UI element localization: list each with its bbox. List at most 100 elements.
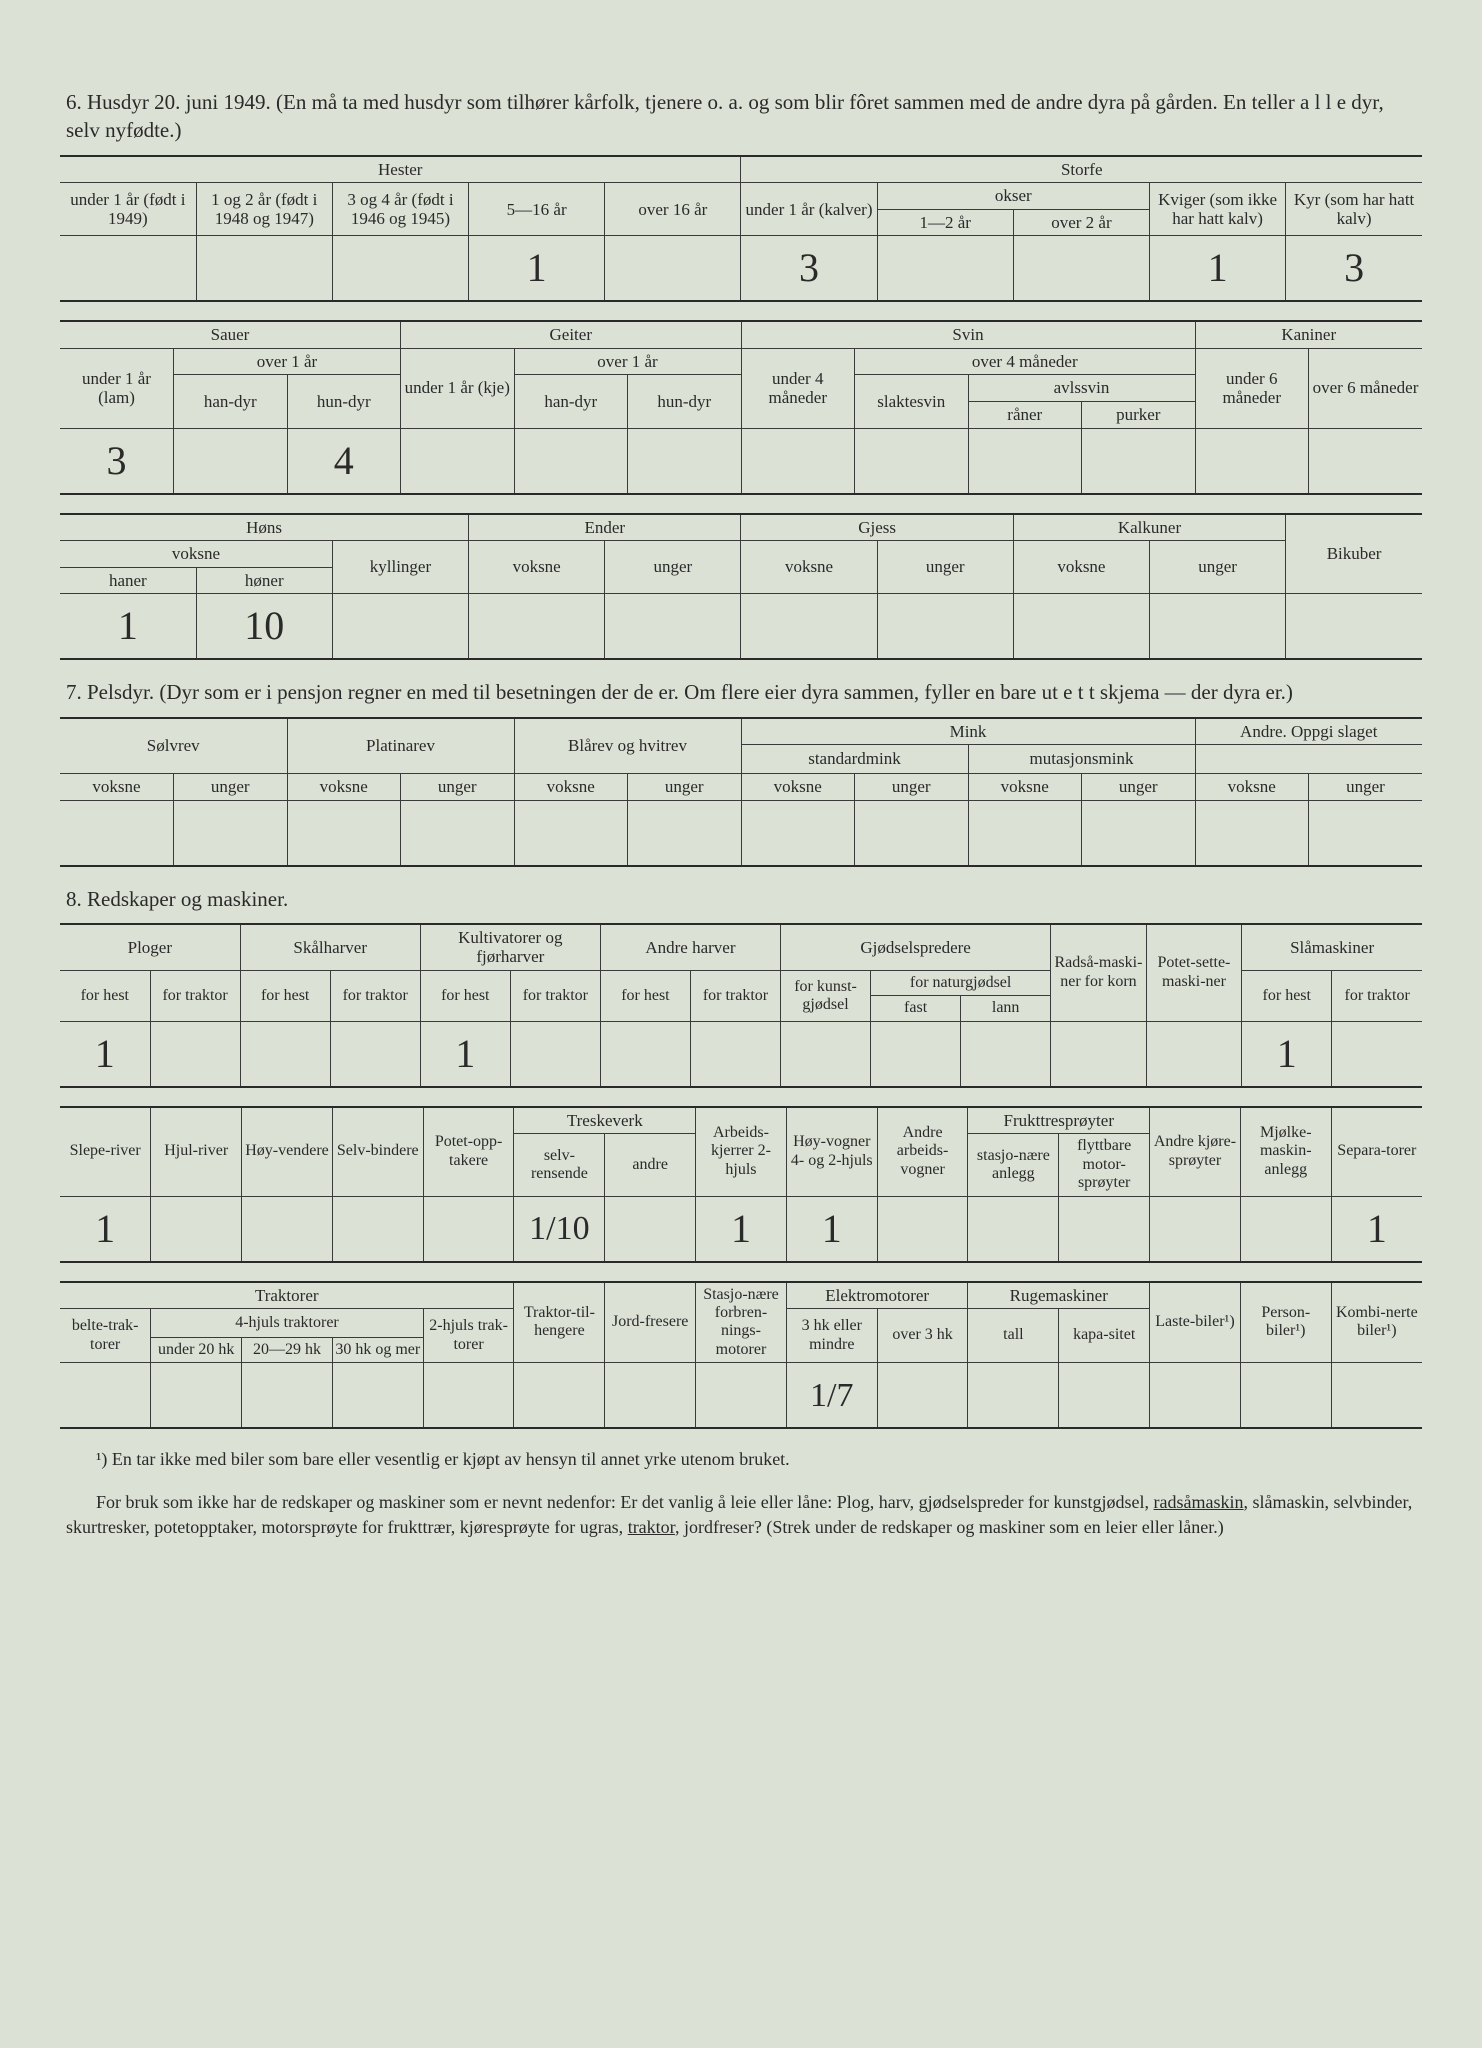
cell[interactable] [781,1021,871,1087]
cell[interactable] [628,800,742,866]
cell[interactable]: 1 [1150,236,1286,302]
cell[interactable] [855,800,969,866]
section-6-title: Husdyr 20. juni 1949. (En må ta med husd… [66,90,1384,142]
cell[interactable] [741,800,855,866]
c: for traktor [510,971,600,1022]
cell[interactable] [1240,1363,1331,1429]
cell[interactable] [240,1021,330,1087]
cell[interactable] [1059,1363,1150,1429]
h: tall [968,1309,1059,1363]
cell[interactable] [1150,1363,1241,1429]
cell[interactable] [690,1021,780,1087]
cell[interactable]: 3 [1286,236,1422,302]
cell[interactable]: 1/10 [514,1196,605,1262]
cell[interactable] [330,1021,420,1087]
cell[interactable] [628,428,742,494]
cell[interactable] [401,428,515,494]
cell[interactable] [332,1196,423,1262]
cell[interactable] [605,1196,696,1262]
cell[interactable]: 1 [420,1021,510,1087]
cell[interactable] [871,1021,961,1087]
cell[interactable] [514,428,628,494]
cell[interactable] [60,800,174,866]
cell[interactable]: 1 [60,594,196,660]
cell[interactable] [1195,428,1309,494]
cell[interactable]: 1 [1331,1196,1422,1262]
cell[interactable]: 1 [60,1021,150,1087]
cell[interactable] [1286,594,1422,660]
hdr-geiter: Geiter [401,321,742,348]
hdr-blarev: Blårev og hvitrev [514,718,741,774]
col-unger: unger [628,774,742,801]
cell[interactable] [1013,594,1149,660]
cell[interactable]: 4 [287,428,401,494]
cell[interactable] [151,1363,242,1429]
cell[interactable] [287,800,401,866]
cell[interactable] [877,1196,968,1262]
cell[interactable] [469,594,605,660]
cell[interactable] [423,1196,514,1262]
cell[interactable] [961,1021,1051,1087]
cell[interactable] [1013,236,1149,302]
cell[interactable]: 1 [1242,1021,1332,1087]
cell[interactable] [1146,1021,1242,1087]
cell[interactable] [1051,1021,1147,1087]
cell[interactable] [514,800,628,866]
cell[interactable] [741,428,855,494]
cell[interactable] [60,236,196,302]
section-6-heading: 6. Husdyr 20. juni 1949. (En må ta med h… [60,88,1422,145]
h: Potet-opp-takere [423,1107,514,1196]
cell[interactable] [968,1196,1059,1262]
cell[interactable]: 1 [60,1196,151,1262]
cell[interactable] [968,800,1082,866]
cell[interactable] [150,1021,240,1087]
cell[interactable] [877,1363,968,1429]
cell[interactable] [605,1363,696,1429]
cell[interactable] [151,1196,242,1262]
hdr-andre-blank[interactable] [1195,745,1422,774]
cell[interactable] [196,236,332,302]
cell[interactable] [401,800,515,866]
h: Separa-torer [1331,1107,1422,1196]
cell[interactable] [1195,800,1309,866]
cell[interactable] [855,428,969,494]
cell[interactable] [423,1363,514,1429]
cell[interactable] [1332,1021,1422,1087]
cell[interactable]: 3 [60,428,174,494]
cell[interactable] [1309,428,1423,494]
cell[interactable] [242,1196,333,1262]
cell[interactable] [174,800,288,866]
cell[interactable] [242,1363,333,1429]
cell[interactable] [696,1363,787,1429]
cell[interactable] [332,1363,423,1429]
cell[interactable]: 3 [741,236,877,302]
cell[interactable]: 1/7 [786,1363,877,1429]
cell[interactable] [1150,594,1286,660]
cell[interactable] [877,594,1013,660]
cell[interactable] [1331,1363,1422,1429]
cell[interactable] [605,236,741,302]
cell[interactable] [514,1363,605,1429]
cell[interactable]: 1 [786,1196,877,1262]
cell[interactable] [1240,1196,1331,1262]
cell[interactable] [600,1021,690,1087]
cell[interactable] [332,594,468,660]
cell[interactable] [510,1021,600,1087]
cell[interactable] [741,594,877,660]
cell[interactable] [877,236,1013,302]
cell[interactable] [174,428,288,494]
cell[interactable] [332,236,468,302]
cell[interactable]: 10 [196,594,332,660]
cell[interactable] [968,428,1082,494]
cell[interactable] [968,1363,1059,1429]
cell[interactable] [1309,800,1423,866]
cell[interactable]: 1 [696,1196,787,1262]
cell[interactable] [1059,1196,1150,1262]
cell[interactable] [605,594,741,660]
cell[interactable]: 1 [469,236,605,302]
c: for hest [60,971,150,1022]
cell[interactable] [1082,428,1196,494]
cell[interactable] [1150,1196,1241,1262]
cell[interactable] [60,1363,151,1429]
cell[interactable] [1082,800,1196,866]
